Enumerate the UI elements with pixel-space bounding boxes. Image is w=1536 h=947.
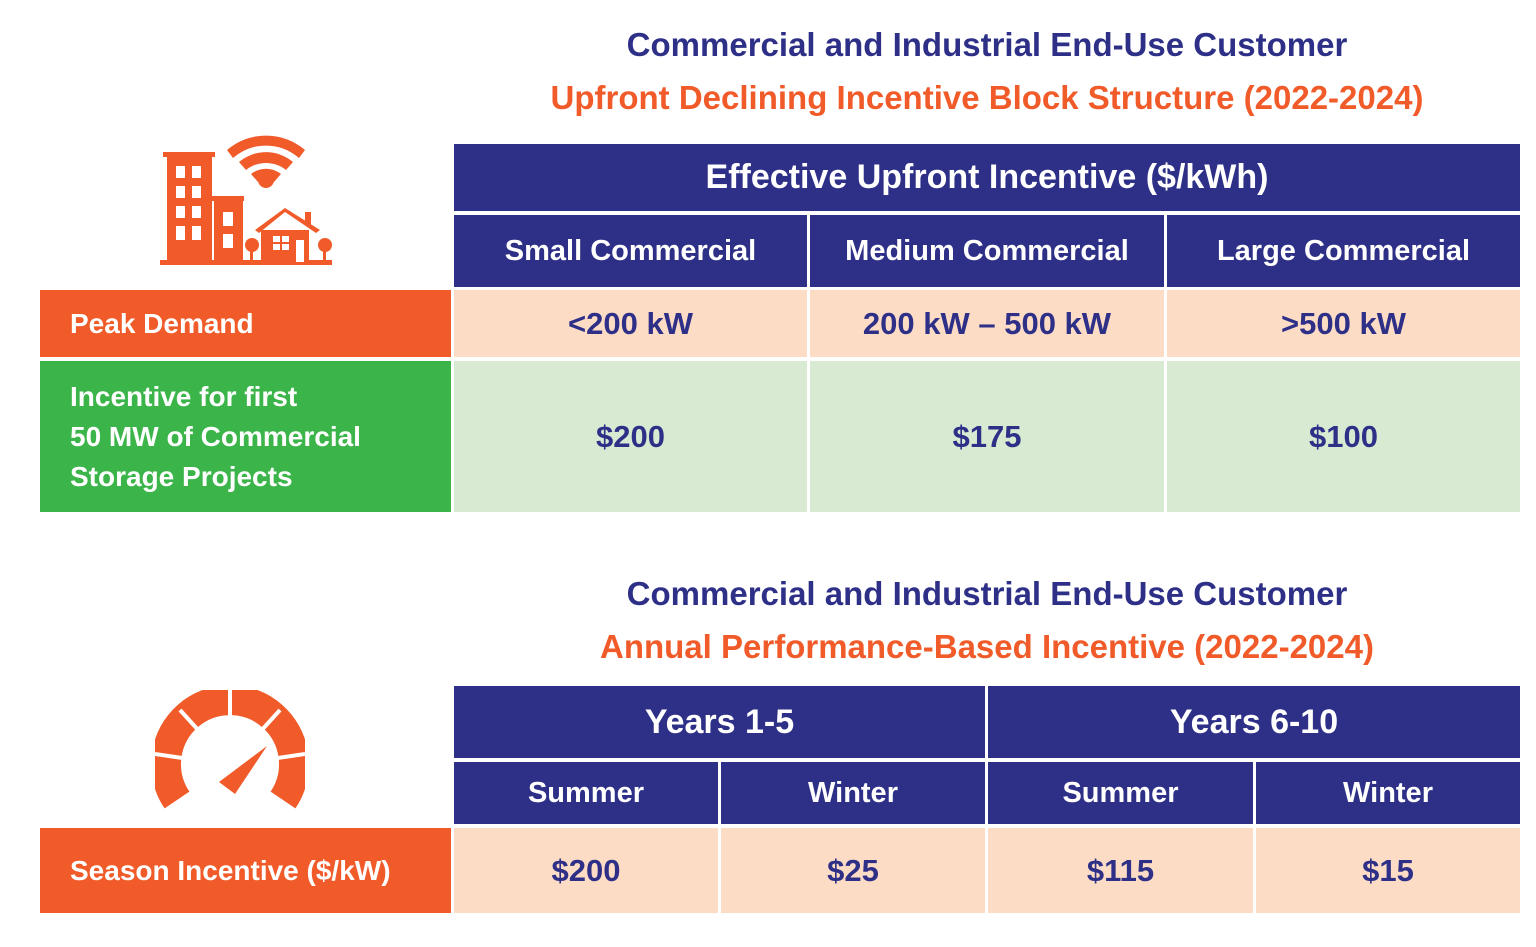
label-line: Storage Projects <box>70 460 293 492</box>
group-years-6-10: Years 6-10 <box>988 686 1520 758</box>
row-label-season-incentive: Season Incentive ($/kW) <box>40 828 451 913</box>
column-large-commercial: Large Commercial <box>1167 215 1520 287</box>
season-winter-1-5: $25 <box>721 828 985 913</box>
buildings-wifi-icon <box>160 135 332 265</box>
section2-subtitle: Annual Performance-Based Incentive (2022… <box>600 628 1374 665</box>
header-effective-upfront-incentive: Effective Upfront Incentive ($/kWh) <box>454 144 1520 211</box>
label-line: Incentive for first <box>70 380 298 412</box>
season-winter-6-10: $15 <box>1256 828 1520 913</box>
incentive-small: $200 <box>454 361 807 512</box>
incentive-medium: $175 <box>810 361 1164 512</box>
column-summer-6-10: Summer <box>988 762 1253 824</box>
season-summer-1-5: $200 <box>454 828 718 913</box>
column-medium-commercial: Medium Commercial <box>810 215 1164 287</box>
peak-demand-small: <200 kW <box>454 290 807 357</box>
group-years-1-5: Years 1-5 <box>454 686 985 758</box>
column-winter-6-10: Winter <box>1256 762 1520 824</box>
column-summer-1-5: Summer <box>454 762 718 824</box>
row-label-incentive: Incentive for first 50 MW of Commercial … <box>40 361 451 512</box>
peak-demand-medium: 200 kW – 500 kW <box>810 290 1164 357</box>
section1-subtitle: Upfront Declining Incentive Block Struct… <box>550 79 1424 116</box>
column-winter-1-5: Winter <box>721 762 985 824</box>
label-line: 50 MW of Commercial <box>70 420 361 452</box>
season-summer-6-10: $115 <box>988 828 1253 913</box>
section1-title: Commercial and Industrial End-Use Custom… <box>626 26 1348 63</box>
peak-demand-large: >500 kW <box>1167 290 1520 357</box>
speedometer-icon <box>155 690 305 809</box>
column-small-commercial: Small Commercial <box>454 215 807 287</box>
section2-title: Commercial and Industrial End-Use Custom… <box>626 575 1348 612</box>
incentive-large: $100 <box>1167 361 1520 512</box>
row-label-peak-demand: Peak Demand <box>40 290 451 357</box>
